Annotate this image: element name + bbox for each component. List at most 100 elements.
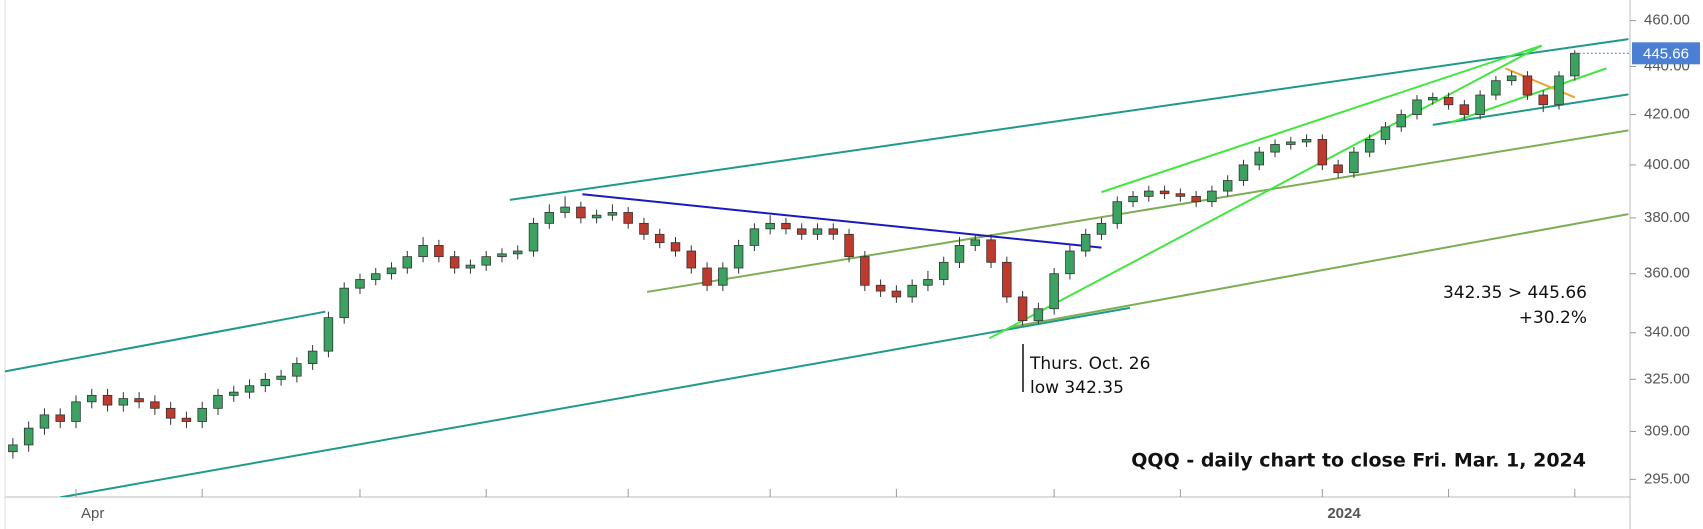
candle-body — [197, 407, 207, 422]
candle-body — [1096, 222, 1107, 235]
candle-body — [1380, 126, 1391, 140]
candle-body — [1491, 80, 1501, 96]
candle-body — [812, 228, 823, 235]
labels: 295.00 309.00 325.00 340.00 360.00 380.00 400.… — [75, 12, 1700, 522]
candle-body — [1128, 195, 1138, 203]
candle-body — [1396, 114, 1406, 128]
candle-body — [1270, 144, 1280, 153]
candle-body — [1412, 99, 1422, 115]
candle-body — [402, 256, 413, 269]
candle-body — [1570, 52, 1580, 77]
candle-body — [686, 250, 697, 269]
candle-body — [181, 417, 192, 422]
candle-body — [1191, 195, 1201, 203]
candle-body — [213, 394, 223, 409]
candle-body — [875, 284, 886, 292]
candle-body — [1002, 261, 1012, 298]
y-tick-label: 309.00 — [1644, 422, 1690, 439]
trend-line — [1432, 93, 1629, 126]
y-tick-label: 400.00 — [1644, 156, 1690, 173]
candle-body — [749, 228, 760, 246]
candle-body — [654, 233, 665, 244]
candle-body — [702, 267, 712, 286]
candle-body — [150, 401, 160, 409]
candle-body — [102, 394, 113, 406]
candle-body — [718, 267, 728, 286]
trend-lines — [5, 38, 1629, 497]
candle-body — [481, 256, 491, 266]
candle-body — [1349, 151, 1359, 174]
candle-body — [244, 385, 255, 393]
candle-body — [1333, 164, 1343, 174]
candle-body — [1459, 104, 1470, 115]
candle-body — [497, 253, 507, 258]
candle-body — [260, 378, 271, 387]
candles — [8, 50, 1580, 459]
candle-body — [1522, 75, 1533, 96]
candle-body — [87, 394, 97, 403]
candle-body — [165, 407, 176, 419]
chart-title: QQQ - daily chart to close Fri. Mar. 1, … — [1131, 450, 1586, 472]
y-tick-label: 360.00 — [1644, 265, 1690, 282]
candle-body — [1222, 180, 1233, 192]
y-tick-label: 340.00 — [1644, 324, 1690, 341]
y-tick-label: 380.00 — [1644, 209, 1690, 226]
candle-body — [1317, 139, 1328, 166]
candle-body — [1033, 308, 1044, 322]
candle-body — [733, 245, 744, 269]
candle-body — [1554, 75, 1564, 106]
candle-body — [1506, 75, 1517, 82]
candle-body — [796, 228, 807, 235]
candle-body — [134, 398, 144, 403]
candle-body — [23, 427, 34, 446]
candle-body — [1080, 233, 1091, 252]
candle-body — [386, 267, 397, 275]
candle-body — [1175, 193, 1186, 197]
candle-body — [71, 401, 81, 422]
y-tick-label: 420.00 — [1644, 106, 1690, 123]
candle-body — [513, 250, 523, 255]
annotation: +30.2% — [1519, 308, 1587, 328]
trend-line — [5, 310, 326, 373]
candle-body — [434, 245, 444, 258]
candle-body — [1364, 139, 1375, 153]
trend-line — [646, 129, 1629, 293]
candle-body — [1065, 250, 1075, 275]
candle-body — [8, 444, 18, 453]
candle-body — [954, 245, 965, 263]
x-tick-label: 2024 — [1327, 505, 1361, 522]
trend-line — [509, 38, 1629, 201]
candle-body — [844, 233, 854, 258]
candle-body — [576, 206, 586, 219]
candle-body — [1049, 273, 1059, 310]
candle-body — [781, 222, 791, 230]
candle-body — [607, 212, 618, 216]
trend-line — [582, 193, 1102, 249]
candle-body — [986, 239, 996, 263]
x-tick-label: Apr — [81, 505, 104, 522]
candle-body — [339, 287, 349, 319]
candle-body — [623, 212, 633, 224]
candle-body — [1238, 164, 1249, 181]
candle-body — [891, 290, 902, 298]
candle-body — [371, 273, 381, 280]
annotation: Thurs. Oct. 26 — [1029, 354, 1150, 374]
candle-body — [323, 317, 334, 352]
candle-body — [1286, 141, 1296, 145]
candle-body — [1538, 94, 1548, 106]
candle-body — [229, 391, 239, 396]
candle-body — [1207, 190, 1217, 203]
candle-body — [828, 228, 839, 235]
annotation: 342.35 > 445.66 — [1443, 283, 1587, 303]
candle-body — [307, 350, 318, 364]
candle-body — [1017, 296, 1028, 322]
candle-body — [1428, 97, 1438, 101]
candle-body — [292, 363, 302, 377]
candle-body — [560, 206, 570, 213]
candle-body — [1144, 190, 1154, 197]
candle-body — [1301, 139, 1312, 143]
last-price-label: 445.66 — [1643, 45, 1689, 62]
candle-body — [907, 284, 917, 298]
candle-body — [670, 242, 681, 252]
